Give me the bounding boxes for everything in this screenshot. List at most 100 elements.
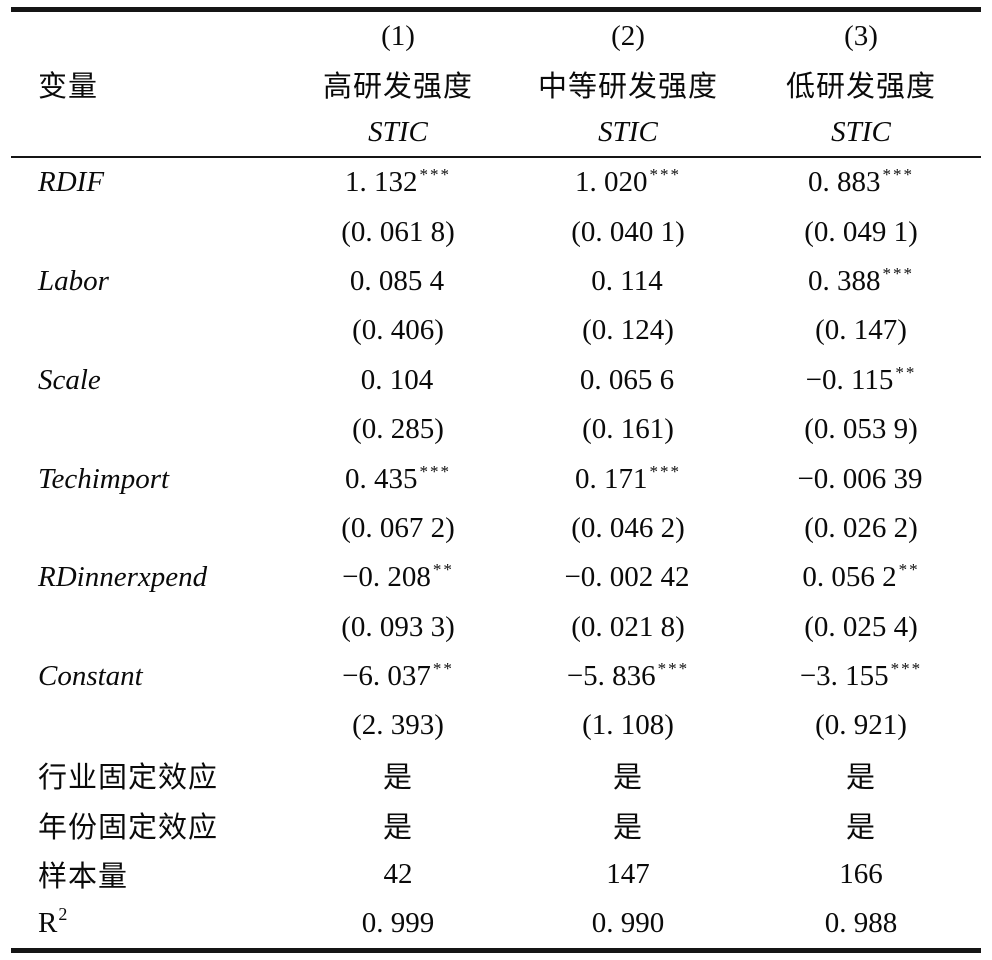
- spacer-cell: [11, 405, 283, 454]
- se-cell: (0. 049 1): [804, 215, 918, 248]
- coef-value: 0. 114: [591, 264, 663, 297]
- spacer-cell: [11, 306, 283, 355]
- coef-value: −6. 037: [342, 660, 431, 693]
- coef-cell: 0. 104: [283, 356, 513, 405]
- coef-value: −0. 208: [342, 561, 431, 594]
- coef-cell: 0. 883 ***: [743, 158, 979, 207]
- coef-value: 0. 388: [808, 264, 881, 297]
- coef-value: −0. 002 42: [564, 561, 690, 594]
- significance-stars: ***: [882, 165, 914, 185]
- coef-cell: 0. 388 ***: [743, 257, 979, 306]
- coef-value: −0. 006 39: [797, 462, 923, 495]
- se-cell: (0. 026 2): [804, 511, 918, 544]
- significance-stars: ***: [649, 165, 681, 185]
- coef-cell: 0. 085 4: [283, 257, 513, 306]
- se-cell: (1. 108): [582, 709, 674, 742]
- coef-value: −5. 836: [566, 660, 656, 693]
- coef-cell: 0. 056 2 **: [743, 553, 979, 602]
- se-cell: (0. 067 2): [341, 511, 455, 544]
- spacer-cell: [11, 504, 283, 553]
- coef-value: −3. 155: [799, 660, 889, 693]
- group-header-1: 高研发强度: [322, 71, 473, 103]
- row-label-constant: Constant: [38, 660, 143, 693]
- significance-stars: ***: [419, 461, 451, 481]
- row-label-industry-fe: 行业固定效应: [38, 762, 219, 795]
- se-cell: (0. 161): [582, 413, 674, 446]
- header-divider-rule: [11, 156, 981, 158]
- se-cell: (0. 147): [815, 314, 907, 347]
- coef-value: −0. 115: [805, 363, 894, 396]
- significance-stars: **: [432, 560, 454, 580]
- se-cell: (0. 053 9): [804, 413, 918, 446]
- fe-cell: 是: [845, 762, 876, 795]
- significance-stars: ***: [890, 659, 923, 679]
- se-cell: (0. 921): [815, 709, 907, 742]
- row-label-rdinnerxpend: RDinnerxpend: [38, 561, 208, 594]
- coef-cell: −5. 836 ***: [513, 652, 743, 701]
- table-top-rule: [11, 7, 981, 12]
- spacer-cell: [11, 603, 283, 652]
- significance-stars: ***: [649, 461, 681, 481]
- fe-cell: 是: [612, 811, 643, 844]
- table-header: (1) (2) (3) 变量 高研发强度 中等研发强度 低研发强度 STIC S…: [11, 12, 981, 156]
- significance-stars: **: [895, 362, 917, 382]
- coef-cell: 1. 020 ***: [513, 158, 743, 207]
- group-header-2: 中等研发强度: [537, 71, 718, 103]
- fe-cell: 是: [612, 762, 643, 795]
- row-label-rdif: RDIF: [38, 166, 105, 199]
- coef-value: 0. 883: [808, 166, 881, 199]
- outcome-header-3: STIC: [831, 115, 891, 148]
- variable-header: 变量: [38, 71, 99, 103]
- coef-cell: −0. 002 42: [513, 553, 743, 602]
- row-label-scale: Scale: [38, 363, 101, 396]
- fe-cell: 是: [382, 811, 413, 844]
- se-cell: (2. 393): [352, 709, 444, 742]
- se-cell: (0. 093 3): [341, 610, 455, 643]
- coef-value: 0. 056 2: [802, 561, 897, 594]
- table-bottom-rule: [11, 948, 981, 954]
- column-number-2: (2): [611, 19, 645, 52]
- coef-cell: −6. 037 **: [283, 652, 513, 701]
- significance-stars: ***: [882, 263, 914, 283]
- group-header-3: 低研发强度: [785, 71, 936, 103]
- coef-value: 0. 104: [360, 363, 434, 396]
- coef-cell: 0. 065 6: [513, 356, 743, 405]
- row-label-year-fe: 年份固定效应: [38, 811, 219, 844]
- spacer-cell: [11, 108, 283, 156]
- fe-cell: 是: [845, 811, 876, 844]
- significance-stars: ***: [419, 165, 451, 185]
- coef-cell: 0. 435 ***: [283, 454, 513, 503]
- se-cell: (0. 046 2): [571, 511, 685, 544]
- r-squared-exponent: 2: [58, 904, 68, 925]
- row-label-techimport: Techimport: [38, 462, 170, 495]
- se-cell: (0. 040 1): [571, 215, 685, 248]
- se-cell: (0. 406): [352, 314, 444, 347]
- coef-value: 1. 132: [345, 166, 418, 199]
- significance-stars: **: [432, 659, 454, 679]
- spacer-cell: [11, 701, 283, 750]
- coef-value: 0. 085 4: [349, 264, 445, 297]
- significance-stars: **: [898, 560, 920, 580]
- fe-cell: 是: [382, 762, 413, 795]
- coef-value: 0. 065 6: [579, 363, 675, 396]
- spacer-cell: [11, 207, 283, 256]
- r2-cell: 0. 988: [824, 907, 898, 940]
- table-body: RDIF 1. 132 *** 1. 020 *** 0. 883 *** (0. 0…: [11, 158, 981, 948]
- coef-value: 0. 171: [575, 462, 648, 495]
- r-squared-base: R: [38, 907, 58, 940]
- coef-cell: 0. 114: [513, 257, 743, 306]
- column-number-1: (1): [381, 19, 415, 52]
- row-label-r-squared: R2: [11, 899, 283, 948]
- coef-value: 0. 435: [345, 462, 418, 495]
- row-label-labor: Labor: [38, 264, 109, 297]
- coef-cell: −0. 006 39: [743, 454, 979, 503]
- n-cell: 42: [383, 857, 413, 890]
- r2-cell: 0. 990: [591, 907, 665, 940]
- n-cell: 147: [606, 857, 650, 890]
- se-cell: (0. 061 8): [341, 215, 455, 248]
- spacer-cell: [11, 12, 283, 60]
- coef-value: 1. 020: [575, 166, 648, 199]
- se-cell: (0. 025 4): [804, 610, 918, 643]
- coef-cell: −0. 115 **: [743, 356, 979, 405]
